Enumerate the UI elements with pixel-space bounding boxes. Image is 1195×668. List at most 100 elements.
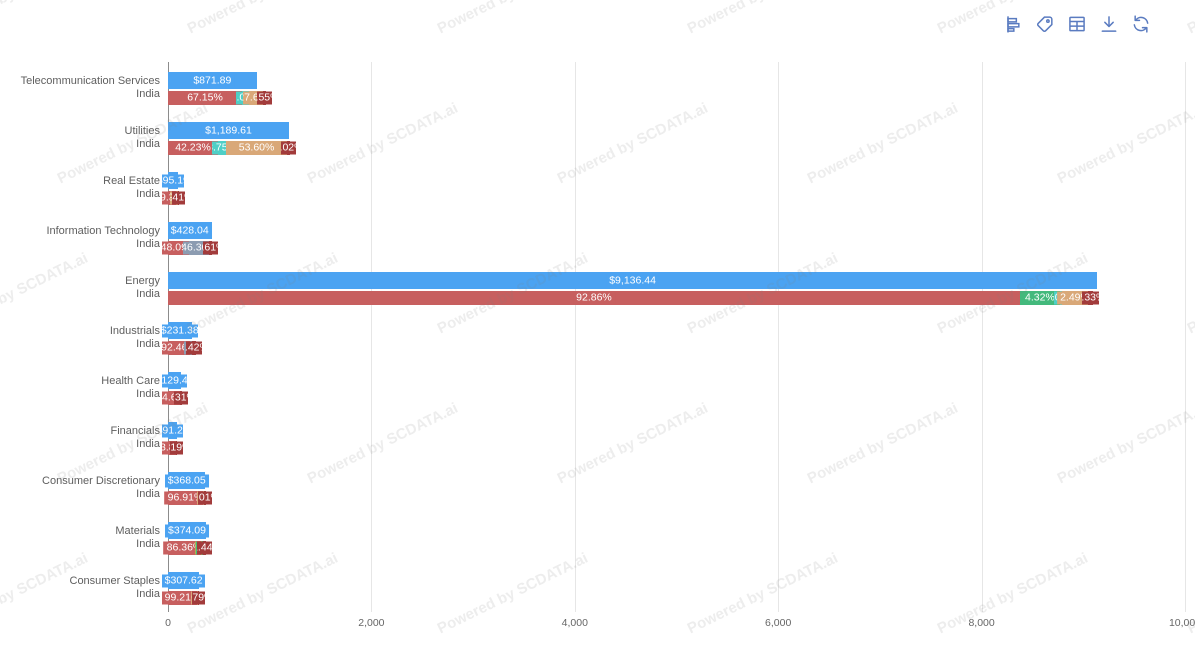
sector-name: Utilities (124, 125, 160, 137)
value-bar[interactable]: $368.05 (164, 472, 209, 489)
value-label: $871.89 (190, 74, 235, 87)
value-label-clip: $871.89 (162, 72, 263, 89)
country-name: India (136, 87, 160, 100)
category-label: Health Care India (0, 375, 160, 400)
country-name: India (136, 287, 160, 300)
tag-icon (1036, 16, 1053, 33)
segment-label-clip: 92.86% (162, 291, 1026, 305)
value-bar[interactable]: $428.04 (167, 222, 212, 239)
sector-name: Real Estate (103, 175, 160, 187)
segment-label-clip: 86.36% (162, 541, 207, 555)
segment-label: 4.32% (1022, 291, 1058, 305)
segment-label: 1.41% (172, 191, 186, 205)
gridline (778, 62, 780, 612)
value-label-clip: $9,136.44 (162, 272, 1103, 289)
value-label: $91.25 (162, 424, 184, 437)
table-icon (1069, 16, 1085, 32)
segment-label-clip: 42.23% (162, 141, 224, 155)
percent-bar[interactable]: 99.21%0.00%0.79% (162, 591, 206, 605)
value-label: $368.05 (164, 474, 209, 487)
segment-label: 0.33% (1081, 291, 1099, 305)
category-label: Telecommunication Services India (0, 75, 160, 100)
value-bar[interactable]: $374.09 (165, 522, 209, 539)
segment-label: 96.91% (164, 491, 207, 505)
value-bar[interactable]: $9,136.44 (168, 272, 1098, 289)
value-label: $374.09 (165, 524, 209, 537)
gridline (981, 62, 983, 612)
segment-label: 7.42% (186, 341, 202, 355)
value-label: $95.19 (162, 174, 184, 187)
value-bar[interactable]: $95.19 (162, 172, 184, 189)
value-label: $307.62 (162, 574, 206, 587)
country-name: India (136, 337, 160, 350)
segment-label: 92.86% (573, 291, 615, 305)
category-label: Materials India (0, 525, 160, 550)
download-icon (1101, 16, 1117, 32)
segment-label: 42.23% (172, 141, 214, 155)
value-label-clip: $1,189.61 (162, 122, 295, 139)
bar-chart-button[interactable] (1003, 13, 1025, 35)
category-label: Industrials India (0, 325, 160, 350)
value-bar[interactable]: $871.89 (168, 72, 257, 89)
table-button[interactable] (1067, 13, 1089, 35)
category-label: Real Estate India (0, 175, 160, 200)
country-name: India (136, 387, 160, 400)
percent-bar[interactable]: 92.46%0.12%7.42% (162, 341, 202, 355)
sector-name: Consumer Staples (69, 575, 161, 587)
percent-bar[interactable]: 67.15%1.02%27.68%0.55% (168, 91, 273, 105)
axis-tick-label: 8,000 (968, 617, 995, 629)
segment-label-clip: 7.42% (186, 341, 202, 355)
sector-name: Financials (110, 425, 160, 437)
gridline (371, 62, 373, 612)
tag-button[interactable] (1035, 13, 1057, 35)
country-name: India (136, 437, 160, 450)
value-bar[interactable]: $129.40 (162, 372, 188, 389)
percent-bar[interactable]: 42.23%3.75%53.60%0.02% (168, 141, 297, 155)
value-bar[interactable]: $307.62 (162, 572, 206, 589)
segment-label-clip: 5.31% (174, 391, 189, 405)
value-label: $231.38 (162, 324, 198, 337)
percent-bar[interactable]: 96.91%0.08%3.01% (164, 491, 213, 505)
value-bar[interactable]: $1,189.61 (168, 122, 289, 139)
sector-name: Information Technology (46, 225, 160, 237)
segment-label: 0.55% (257, 91, 273, 105)
value-label-clip: $428.04 (162, 222, 218, 239)
percent-bar[interactable]: 48.09%46.30%5.61% (162, 241, 219, 255)
value-bar[interactable]: $231.38 (162, 322, 198, 339)
segment-label: 6.19% (170, 441, 184, 455)
segment-label-clip: 6.19% (170, 441, 184, 455)
gridline (1185, 62, 1186, 612)
percent-bar[interactable]: 92.86%4.32%0.00%2.49%0.33% (168, 291, 1099, 305)
refresh-button[interactable] (1131, 13, 1153, 35)
segment-label-clip: 1.41% (172, 191, 186, 205)
value-label-clip: $91.25 (162, 422, 184, 439)
segment-label: 5.31% (174, 391, 189, 405)
value-label-clip: $95.19 (162, 172, 184, 189)
percent-bar[interactable]: 86.36%0.93%1.27%11.44% (163, 541, 212, 555)
category-label: Utilities India (0, 125, 160, 150)
percent-bar[interactable]: 94.69%5.31% (162, 391, 189, 405)
country-name: India (136, 487, 160, 500)
segment-label: 0.79% (192, 591, 206, 605)
segment-label-clip: 67.15% (162, 91, 248, 105)
sector-name: Consumer Discretionary (42, 475, 160, 487)
segment-label-clip: 3.01% (198, 491, 213, 505)
segment-label: 53.60% (235, 141, 278, 155)
segment-label-clip: 53.60% (220, 141, 293, 155)
percent-bar[interactable]: 93.81%6.19% (162, 441, 184, 455)
value-label: $1,189.61 (202, 124, 255, 137)
axis-tick-label: 0 (165, 617, 171, 629)
value-label: $9,136.44 (606, 274, 659, 287)
country-name: India (136, 187, 160, 200)
segment-label: 3.01% (198, 491, 213, 505)
download-button[interactable] (1099, 13, 1121, 35)
segment-label-clip: 4.32% (1014, 291, 1066, 305)
percent-bar[interactable]: 79.39%19.2%1.41% (162, 191, 186, 205)
segment-label: 86.36% (163, 541, 206, 555)
category-label: Energy India (0, 275, 160, 300)
value-label: $428.04 (167, 224, 212, 237)
value-bar[interactable]: $91.25 (162, 422, 184, 439)
value-label-clip: $231.38 (162, 322, 198, 339)
segment-label-clip: 5.61% (202, 241, 219, 255)
